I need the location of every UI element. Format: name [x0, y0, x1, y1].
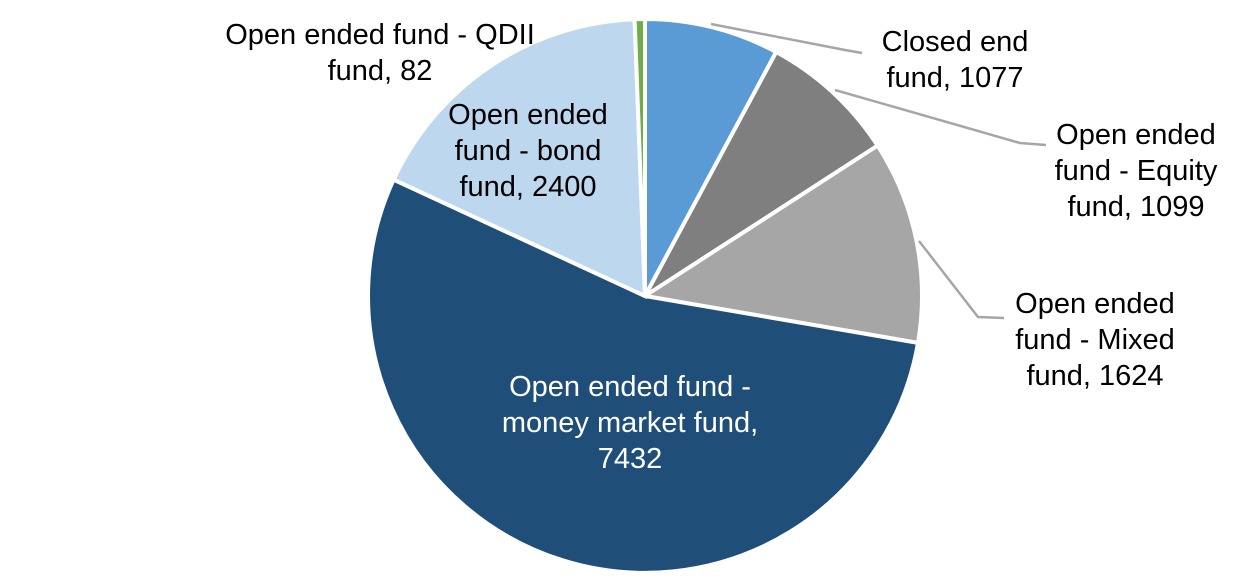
- pie-slice-open-ended-fund-equity-fund: [643, 49, 881, 298]
- pie-slice-open-ended-fund-bond-fund: [390, 17, 648, 300]
- pie-slice-open-ended-fund-mixed-fund: [639, 142, 924, 346]
- pie-slice-open-ended-fund-qdii-fund: [632, 16, 647, 297]
- leader-line-open-ended-fund-equity-fund: [834, 88, 1047, 147]
- leader-line-open-ended-fund-mixed-fund: [918, 240, 1005, 320]
- pie-slice-closed-end-fund: [643, 16, 779, 297]
- pie-slice-open-ended-fund-money-market-fund: [366, 176, 921, 575]
- leader-line-closed-end-fund: [710, 22, 863, 55]
